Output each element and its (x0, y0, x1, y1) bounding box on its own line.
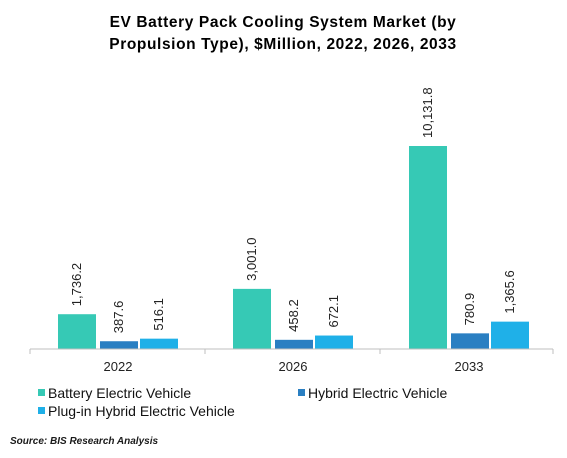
bar-0-2 (409, 146, 447, 349)
data-label-1-2: 780.9 (462, 293, 477, 326)
chart-title-line-2: Propulsion Type), $Million, 2022, 2026, … (109, 36, 456, 53)
plot-area: 1,736.2 3,001.0 10,131.8 387.6 458.2 780.9 516… (29, 87, 554, 374)
x-tick-label-2: 2033 (455, 359, 484, 374)
data-label-0-2: 10,131.8 (420, 87, 435, 138)
legend-label-1: Hybrid Electric Vehicle (308, 385, 447, 401)
bar-2-0 (140, 338, 178, 349)
legend-swatch-1 (298, 389, 305, 396)
legend: Battery Electric Vehicle Hybrid Electric … (38, 385, 447, 419)
bar-1-0 (100, 341, 138, 349)
bar-2-1 (315, 335, 353, 349)
source-note: Source: BIS Research Analysis (10, 436, 158, 447)
x-tick-label-0: 2022 (104, 359, 133, 374)
bar-1-1 (275, 339, 313, 349)
legend-label-2: Plug-in Hybrid Electric Vehicle (48, 403, 235, 419)
data-label-0-1: 3,001.0 (244, 237, 259, 280)
data-label-1-1: 458.2 (286, 299, 301, 332)
data-label-1-0: 387.6 (111, 301, 126, 334)
data-label-2-2: 1,365.6 (502, 270, 517, 313)
legend-swatch-0 (38, 389, 45, 396)
x-tick-label-1: 2026 (279, 359, 308, 374)
legend-swatch-2 (38, 407, 45, 414)
bar-1-2 (451, 333, 489, 349)
data-label-0-0: 1,736.2 (69, 263, 84, 306)
data-label-2-0: 516.1 (151, 298, 166, 331)
chart-title-line-1: EV Battery Pack Cooling System Market (b… (110, 14, 457, 31)
bar-0-0 (58, 314, 96, 349)
data-label-2-1: 672.1 (326, 295, 341, 328)
bar-0-1 (233, 288, 271, 349)
legend-label-0: Battery Electric Vehicle (48, 385, 191, 401)
bar-2-2 (491, 321, 529, 349)
